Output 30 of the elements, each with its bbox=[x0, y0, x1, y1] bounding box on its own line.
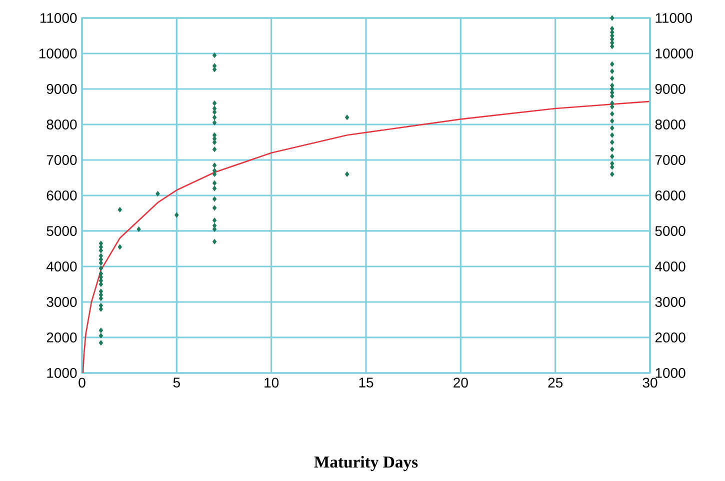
y-tick-label: 7000 bbox=[46, 155, 77, 165]
y-tick-label: 6000 bbox=[46, 190, 77, 200]
y2-tick-label: 1000 bbox=[656, 368, 686, 378]
y-tick-label: 2000 bbox=[46, 332, 77, 342]
y-tick-label: 8000 bbox=[46, 120, 77, 130]
x-tick-label: 30 bbox=[642, 378, 658, 388]
y2-tick-label: 7000 bbox=[655, 155, 686, 165]
y2-tick-label: 6000 bbox=[655, 190, 686, 200]
y2-tick-label: 3000 bbox=[655, 297, 686, 307]
y2-tick-label: 2000 bbox=[655, 332, 686, 342]
y-tick-label: 1000 bbox=[47, 368, 77, 378]
y2-tick-label: 4000 bbox=[655, 262, 686, 272]
y2-tick-label: 9000 bbox=[655, 84, 686, 94]
x-tick-label: 10 bbox=[264, 378, 279, 388]
y-tick-label: 9000 bbox=[46, 84, 77, 94]
y-tick-label: 11000 bbox=[40, 13, 77, 23]
y-tick-label: 10000 bbox=[39, 48, 77, 58]
y2-tick-label: 8000 bbox=[655, 120, 686, 130]
x-tick-label: 20 bbox=[454, 378, 468, 388]
x-axis-title: Maturity Days bbox=[314, 456, 418, 472]
x-tick-label: 5 bbox=[173, 378, 180, 388]
y-tick-label: 4000 bbox=[46, 262, 77, 272]
y2-tick-label: 10000 bbox=[656, 48, 694, 58]
y2-tick-label: 11000 bbox=[656, 13, 692, 23]
y-tick-label: 5000 bbox=[46, 226, 77, 236]
x-tick-label: 0 bbox=[78, 378, 86, 388]
x-tick-label: 15 bbox=[359, 378, 374, 388]
y2-tick-label: 5000 bbox=[655, 226, 686, 236]
x-tick-label: 25 bbox=[548, 378, 563, 388]
y-tick-label: 3000 bbox=[46, 297, 77, 307]
